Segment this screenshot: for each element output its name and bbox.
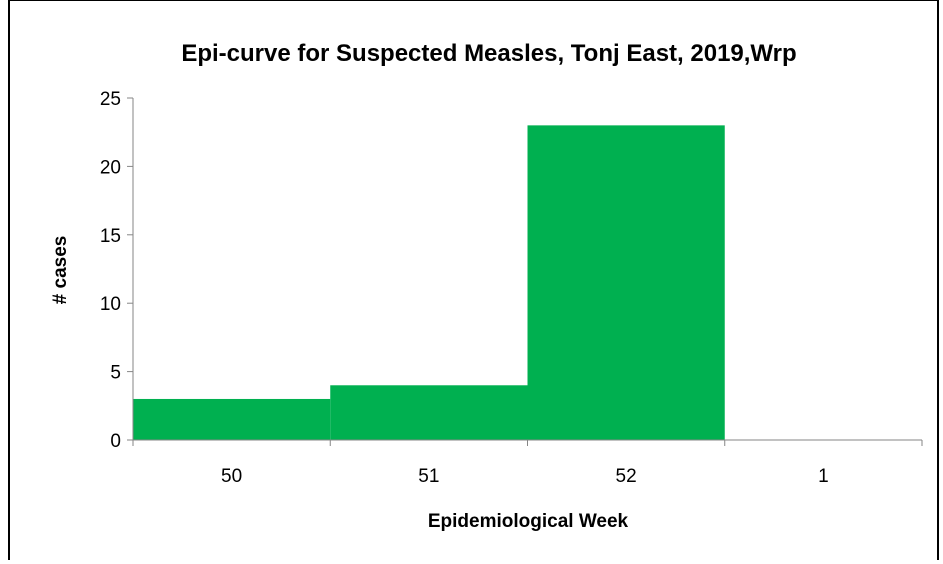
y-axis-ticks: 0 5 10 15 20 25 — [100, 89, 133, 452]
y-axis-label: # cases — [50, 236, 71, 305]
x-tick-label: 51 — [418, 466, 439, 487]
bars — [133, 125, 725, 441]
y-tick-label: 25 — [100, 89, 121, 110]
x-axis-ticks: 50 51 52 1 — [132, 440, 923, 487]
bar-week-51 — [330, 385, 528, 440]
chart-title: Epi-curve for Suspected Measles, Tonj Ea… — [181, 40, 796, 67]
x-tick-label: 1 — [818, 466, 829, 487]
y-tick-label: 0 — [110, 431, 121, 452]
y-tick-label: 20 — [100, 157, 121, 178]
x-axis-label: Epidemiological Week — [428, 511, 629, 532]
x-tick-label: 52 — [616, 466, 637, 487]
bar-week-52 — [527, 125, 725, 441]
bar-week-50 — [133, 398, 331, 440]
y-tick-label: 15 — [100, 226, 121, 247]
y-tick-label: 5 — [110, 363, 121, 384]
chart-frame — [8, 0, 939, 560]
x-tick-label: 50 — [221, 466, 242, 487]
y-tick-label: 10 — [100, 294, 121, 315]
